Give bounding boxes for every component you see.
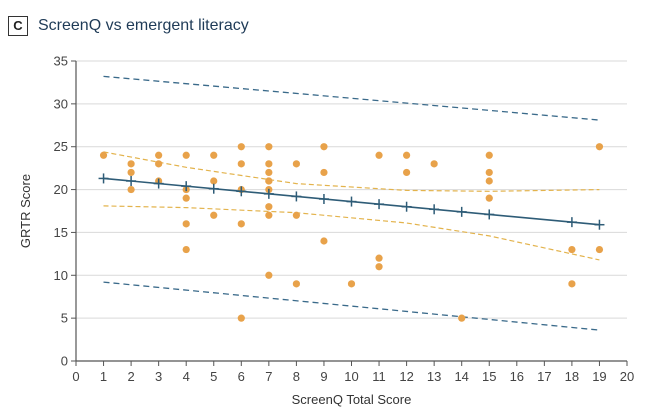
data-point (347, 280, 356, 288)
data-point (265, 160, 273, 168)
data-point (595, 143, 604, 151)
data-point (99, 151, 108, 159)
x-tick-label: 13 (427, 369, 441, 384)
data-point (265, 177, 273, 185)
data-point (568, 245, 576, 254)
y-tick-label: 20 (54, 182, 68, 197)
data-point (265, 143, 273, 151)
fit-layer (98, 173, 605, 230)
y-tick-label: 5 (61, 311, 68, 326)
y-axis-title: GRTR Score (18, 174, 33, 248)
x-axis-title: ScreenQ Total Score (292, 392, 412, 407)
data-point (265, 168, 273, 177)
data-point (155, 151, 163, 159)
data-point (430, 160, 438, 168)
x-tick-label: 2 (127, 369, 134, 384)
chart-title: ScreenQ vs emergent literacy (38, 17, 249, 34)
confidence-lower-line (103, 205, 600, 261)
x-tick-label: 3 (155, 369, 162, 384)
data-point (568, 280, 576, 288)
x-tick-label: 8 (293, 369, 300, 384)
x-tick-label: 11 (372, 369, 386, 384)
y-tick-label: 35 (54, 54, 68, 69)
data-point (375, 254, 383, 262)
data-point (265, 211, 273, 219)
x-tick-label: 20 (620, 369, 634, 384)
prediction-upper-line (103, 75, 600, 121)
data-point (485, 194, 493, 202)
x-tick-label: 18 (565, 369, 579, 384)
data-point (403, 151, 411, 159)
x-tick-label: 19 (592, 369, 606, 384)
y-tick-label: 10 (54, 268, 68, 283)
confidence-upper-line (103, 151, 600, 192)
x-tick-label: 9 (320, 369, 327, 384)
data-point (210, 151, 218, 159)
y-tick-label: 30 (54, 96, 68, 111)
x-tick-label: 14 (454, 369, 468, 384)
data-point (265, 271, 273, 279)
x-tick-label: 5 (210, 369, 217, 384)
data-point (127, 168, 135, 177)
data-point (485, 177, 493, 185)
data-point (127, 160, 135, 168)
data-point (485, 151, 493, 159)
data-point (155, 160, 163, 168)
data-point (292, 211, 300, 219)
data-point (595, 245, 604, 254)
data-point (237, 143, 245, 151)
data-point (375, 263, 383, 271)
x-tick-label: 1 (100, 369, 107, 384)
x-tick-label: 16 (510, 369, 524, 384)
panel-header: C ScreenQ vs emergent literacy (8, 16, 249, 36)
panel-letter: C (8, 16, 28, 36)
x-tick-label: 7 (265, 369, 272, 384)
y-tick-label: 0 (61, 354, 68, 369)
y-tick-label: 15 (54, 225, 68, 240)
data-point (403, 168, 411, 177)
data-point (210, 177, 218, 185)
data-point (292, 160, 300, 168)
data-point (237, 314, 245, 322)
data-point (320, 143, 328, 151)
data-point (182, 245, 190, 254)
prediction-lower-line (103, 281, 600, 331)
x-tick-label: 15 (482, 369, 496, 384)
band-layer (103, 75, 600, 331)
data-point (182, 220, 190, 228)
data-point (485, 168, 493, 177)
x-tick-label: 6 (238, 369, 245, 384)
x-tick-label: 12 (399, 369, 413, 384)
x-tick-label: 0 (72, 369, 79, 384)
data-point (237, 220, 245, 228)
x-tick-label: 10 (344, 369, 358, 384)
x-tick-label: 17 (537, 369, 551, 384)
data-point (320, 168, 328, 177)
data-point (182, 151, 190, 159)
data-point (210, 211, 218, 219)
data-point (182, 194, 190, 202)
x-tick-label: 4 (183, 369, 190, 384)
grid-layer (76, 60, 627, 319)
data-point (127, 185, 135, 194)
data-point (292, 280, 300, 288)
data-point (320, 237, 328, 245)
y-tick-label: 25 (54, 139, 68, 154)
data-point (237, 160, 245, 168)
data-point (375, 151, 383, 159)
data-point (458, 314, 466, 322)
data-point (265, 203, 273, 211)
